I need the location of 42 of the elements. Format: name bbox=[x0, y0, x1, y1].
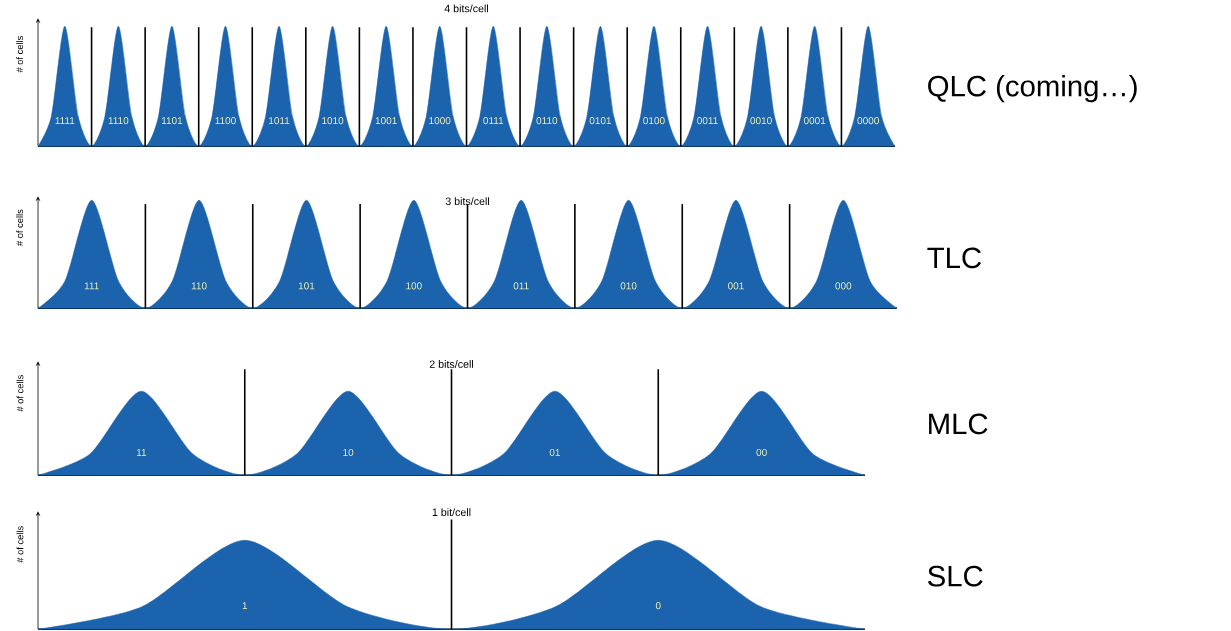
x-tick-label: 0110 bbox=[536, 116, 558, 125]
x-tick-label: 1001 bbox=[375, 116, 397, 125]
x-tick-label: 1010 bbox=[322, 116, 344, 125]
chart-title: 4 bits/cell bbox=[444, 4, 489, 13]
text: TLC bbox=[927, 247, 982, 269]
x-tick-label: 000 bbox=[835, 282, 852, 290]
y-axis-title: # of cells bbox=[16, 35, 24, 73]
chart-title: 3 bits/cell bbox=[445, 197, 490, 205]
y-axis-title: # of cells bbox=[16, 526, 24, 563]
x-tick-label: 1011 bbox=[269, 116, 290, 125]
x-tick-label: 0010 bbox=[750, 116, 772, 125]
x-tick-label: 0000 bbox=[857, 116, 879, 125]
y-axis-title: # of cells bbox=[16, 374, 24, 412]
chart-title: 2 bits/cell bbox=[429, 359, 474, 368]
x-tick-label: 0100 bbox=[643, 116, 665, 125]
x-tick-label: 100 bbox=[406, 282, 422, 290]
x-tick-label: 1 bbox=[242, 602, 248, 609]
chart-title: 1 bit/cell bbox=[432, 508, 471, 516]
x-tick-label: 1100 bbox=[215, 116, 236, 125]
x-tick-label: 101 bbox=[298, 282, 315, 290]
x-tick-label: 1000 bbox=[429, 116, 451, 125]
x-tick-label: 01 bbox=[549, 448, 560, 456]
x-tick-label: 110 bbox=[191, 282, 207, 290]
text: QLC (coming…) bbox=[928, 74, 1137, 103]
y-axis-title: # of cells bbox=[16, 209, 23, 246]
x-tick-label: 0111 bbox=[483, 116, 504, 125]
x-tick-label: 010 bbox=[620, 282, 637, 290]
x-tick-label: 11 bbox=[136, 448, 147, 456]
x-tick-label: 1110 bbox=[108, 116, 129, 125]
x-tick-label: 001 bbox=[728, 282, 744, 290]
text: SLC bbox=[928, 565, 983, 587]
x-tick-label: 0101 bbox=[589, 116, 612, 125]
text: MLC bbox=[929, 413, 988, 435]
x-tick-label: 00 bbox=[756, 448, 767, 456]
x-tick-label: 0001 bbox=[803, 116, 826, 125]
x-tick-label: 011 bbox=[513, 282, 529, 290]
x-tick-label: 0 bbox=[655, 601, 661, 610]
x-tick-label: 1111 bbox=[55, 117, 75, 124]
x-tick-label: 111 bbox=[84, 282, 99, 290]
x-tick-label: 1101 bbox=[161, 116, 183, 125]
x-tick-label: 0011 bbox=[697, 116, 718, 125]
x-tick-label: 10 bbox=[343, 448, 354, 456]
